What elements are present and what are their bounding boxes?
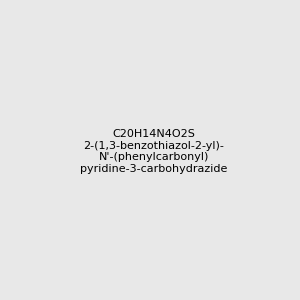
- Text: C20H14N4O2S
2-(1,3-benzothiazol-2-yl)-
N'-(phenylcarbonyl)
pyridine-3-carbohydra: C20H14N4O2S 2-(1,3-benzothiazol-2-yl)- N…: [80, 129, 227, 174]
